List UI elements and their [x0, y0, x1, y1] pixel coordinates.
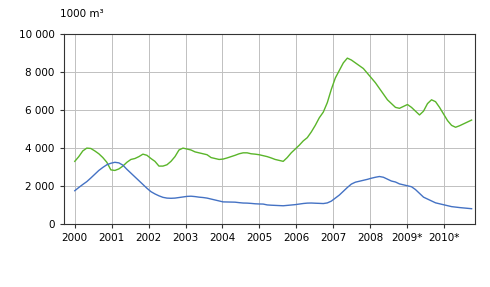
- Legend: Commercial buildings, Office buildings: Commercial buildings, Office buildings: [123, 282, 416, 287]
- Text: 1000 m³: 1000 m³: [60, 9, 103, 19]
